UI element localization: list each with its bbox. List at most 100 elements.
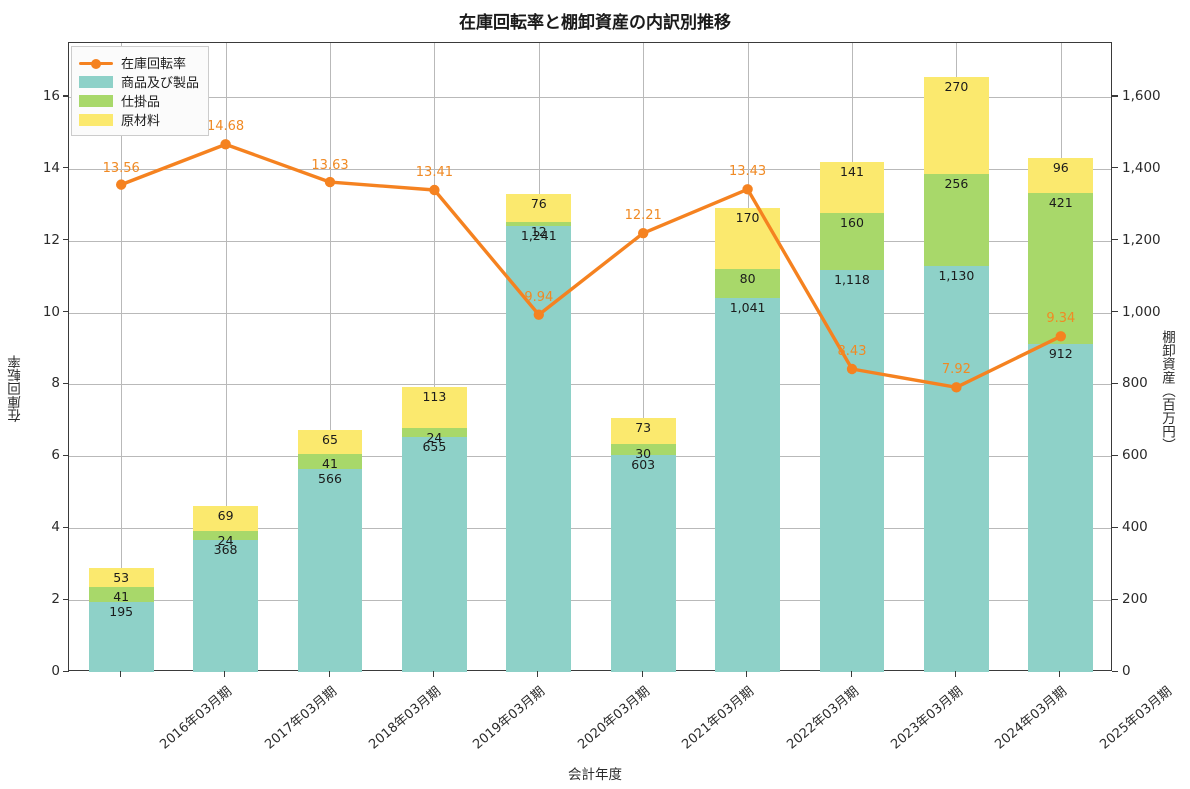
- legend-item-wip[interactable]: 仕掛品: [79, 91, 199, 110]
- line-data-point[interactable]: [116, 179, 127, 190]
- right-axis-title: 棚卸資産（百万円）: [1159, 330, 1175, 452]
- color-swatch-icon: [79, 75, 113, 88]
- bar-value-label: 1,130: [938, 267, 975, 283]
- line-data-point[interactable]: [429, 184, 440, 196]
- x-tick-mark: [954, 671, 956, 677]
- line-value-label: 13.56: [102, 160, 140, 176]
- y2-tick-label: 800: [1122, 375, 1148, 392]
- x-tick-mark: [328, 671, 330, 677]
- line-data-point[interactable]: [742, 184, 753, 195]
- bar-segment[interactable]: [506, 194, 572, 222]
- bar-value-label: 1,241: [520, 227, 557, 243]
- bar-segment[interactable]: [193, 539, 258, 672]
- y2-tick-label: 1,600: [1122, 87, 1161, 104]
- bar-segment[interactable]: [193, 531, 258, 540]
- bar-segment[interactable]: [610, 418, 676, 445]
- bar-segment[interactable]: [1028, 158, 1094, 193]
- line-value-label: 9.94: [524, 289, 554, 305]
- y2-tick-mark: [1112, 311, 1118, 313]
- y-tick-label: 2: [51, 591, 60, 608]
- x-tick-label: 2022年03月期: [783, 684, 862, 753]
- bar-segment[interactable]: [297, 430, 363, 454]
- bar-segment[interactable]: [924, 173, 989, 266]
- bar-segment[interactable]: [402, 387, 467, 428]
- bar-value-label: 73: [635, 420, 652, 436]
- bar-segment[interactable]: [819, 270, 885, 672]
- bar-value-label: 1,041: [729, 299, 766, 315]
- bar-segment[interactable]: [88, 568, 154, 588]
- bar-segment[interactable]: [88, 601, 154, 672]
- line-path: [119, 142, 1063, 390]
- bar-segment[interactable]: [193, 506, 258, 532]
- bar-segment[interactable]: [610, 455, 676, 672]
- plot-area: 195 41 53 368 24 69 566 41 65 655 24 113 1,241 12 76 60…: [68, 42, 1112, 672]
- y2-tick-label: 1,200: [1122, 231, 1161, 248]
- y-tick-mark: [63, 382, 69, 385]
- legend-item-turnover[interactable]: 在庫回転率: [79, 53, 199, 72]
- line-data-point[interactable]: [220, 139, 231, 150]
- y-tick-label: 12: [42, 231, 60, 248]
- bar-value-label: 24: [217, 533, 234, 549]
- bar-segment[interactable]: [715, 269, 780, 298]
- line-data-point[interactable]: [324, 176, 336, 188]
- bar-segment[interactable]: [297, 453, 363, 469]
- bar-value-label: 195: [109, 603, 134, 619]
- bar-segment[interactable]: [297, 468, 363, 672]
- line-data-point[interactable]: [1055, 331, 1066, 342]
- bar-value-label: 1,118: [834, 272, 870, 288]
- bar-segment[interactable]: [506, 225, 572, 672]
- gridline-horizontal: [69, 312, 1111, 314]
- y-tick-mark: [63, 311, 69, 313]
- bar-value-label: 603: [631, 457, 656, 473]
- x-tick-mark: [224, 671, 226, 677]
- gridline-vertical: [643, 43, 645, 670]
- y2-tick-label: 400: [1122, 519, 1148, 536]
- bar-segment[interactable]: [402, 436, 467, 672]
- bar-segment[interactable]: [819, 212, 885, 271]
- line-data-point[interactable]: [533, 309, 544, 320]
- bar-segment[interactable]: [610, 444, 676, 456]
- bar-value-label: 53: [113, 570, 130, 586]
- bar-segment[interactable]: [924, 76, 989, 174]
- x-tick-mark: [432, 671, 434, 677]
- bar-value-label: 141: [840, 163, 864, 179]
- line-value-label: 9.34: [1046, 311, 1076, 327]
- bar-segment[interactable]: [1028, 192, 1094, 345]
- bar-segment[interactable]: [819, 161, 885, 213]
- bar-value-label: 65: [322, 432, 338, 448]
- bar-value-label: 80: [739, 271, 756, 287]
- x-tick-mark: [537, 671, 539, 677]
- y2-tick-mark: [1112, 670, 1118, 672]
- line-data-point[interactable]: [951, 382, 962, 393]
- y-tick-label: 4: [51, 519, 60, 536]
- y-tick-mark: [63, 167, 69, 169]
- line-value-label: 13.43: [728, 164, 767, 180]
- x-tick-mark: [850, 671, 852, 677]
- bar-segment[interactable]: [402, 427, 467, 437]
- legend-label: 商品及び製品: [121, 76, 200, 91]
- color-swatch-icon: [79, 94, 113, 107]
- line-data-point[interactable]: [846, 363, 858, 375]
- bar-value-label: 41: [322, 455, 338, 471]
- legend-label: 仕掛品: [121, 95, 161, 110]
- x-tick-label: 2019年03月期: [470, 684, 549, 753]
- bar-segment[interactable]: [506, 221, 572, 226]
- x-tick-mark: [746, 671, 748, 677]
- chart-legend: 在庫回転率 商品及び製品 仕掛品 原材料: [71, 46, 210, 136]
- bar-segment[interactable]: [924, 265, 989, 672]
- line-data-point[interactable]: [638, 227, 649, 239]
- bar-value-label: 41: [113, 589, 130, 605]
- bar-segment[interactable]: [1028, 344, 1094, 672]
- legend-item-rawmaterials[interactable]: 原材料: [79, 110, 199, 129]
- bar-segment[interactable]: [715, 207, 780, 270]
- y2-tick-mark: [1112, 526, 1118, 528]
- bar-value-label: 96: [1052, 160, 1069, 176]
- bar-segment[interactable]: [88, 587, 154, 602]
- y-tick-mark: [63, 526, 69, 528]
- x-tick-label: 2018年03月期: [366, 684, 444, 753]
- bar-segment[interactable]: [715, 297, 780, 672]
- y2-tick-mark: [1112, 167, 1118, 169]
- chart-title: 在庫回転率と棚卸資産の内訳別推移: [459, 13, 731, 33]
- color-swatch-icon: [79, 113, 113, 126]
- legend-item-merchandise[interactable]: 商品及び製品: [79, 72, 199, 91]
